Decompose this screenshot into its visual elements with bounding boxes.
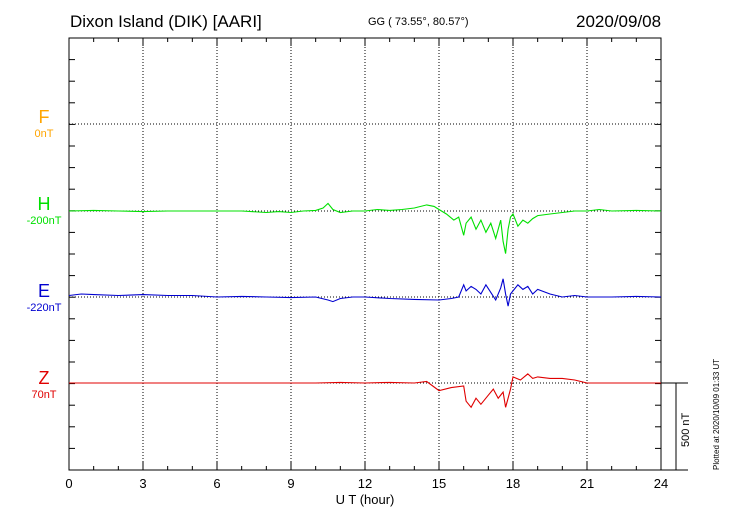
station-coordinates: GG ( 73.55°, 80.57°) xyxy=(368,16,469,28)
x-tick-label-6: 6 xyxy=(213,476,220,491)
series-name-e: E xyxy=(37,281,50,301)
x-tick-label-9: 9 xyxy=(287,476,294,491)
chart-date: 2020/09/08 xyxy=(576,12,662,31)
series-baseline-z: 70nT xyxy=(31,389,57,401)
series-line-h xyxy=(68,202,662,254)
x-tick-label-21: 21 xyxy=(580,476,594,491)
series-name-f: F xyxy=(38,107,50,127)
series-name-z: Z xyxy=(38,368,50,388)
x-tick-label-24: 24 xyxy=(654,476,668,491)
station-title: Dixon Island (DIK) [AARI] xyxy=(70,12,262,31)
x-tick-label-15: 15 xyxy=(432,476,446,491)
series-line-z xyxy=(69,373,661,409)
series-label-h: H -200nT xyxy=(14,194,74,228)
series-label-e: E -220nT xyxy=(14,281,74,315)
x-tick-label-12: 12 xyxy=(358,476,372,491)
series-baseline-f: 0nT xyxy=(34,128,54,140)
x-axis-label: U T (hour) xyxy=(336,492,395,507)
x-tick-label-18: 18 xyxy=(506,476,520,491)
x-tick-label-3: 3 xyxy=(139,476,146,491)
series-baseline-h: -200nT xyxy=(26,215,62,227)
series-line-e xyxy=(68,278,662,307)
series-label-z: Z 70nT xyxy=(14,368,74,402)
x-tick-label-0: 0 xyxy=(65,476,72,491)
plotted-timestamp: Plotted at 2020/10/09 01:33 UT xyxy=(712,358,721,470)
series-name-h: H xyxy=(37,194,51,214)
scale-bar-label: 500 nT xyxy=(680,412,692,447)
series-baseline-e: -220nT xyxy=(26,302,62,314)
series-label-f: F 0nT xyxy=(14,107,74,141)
